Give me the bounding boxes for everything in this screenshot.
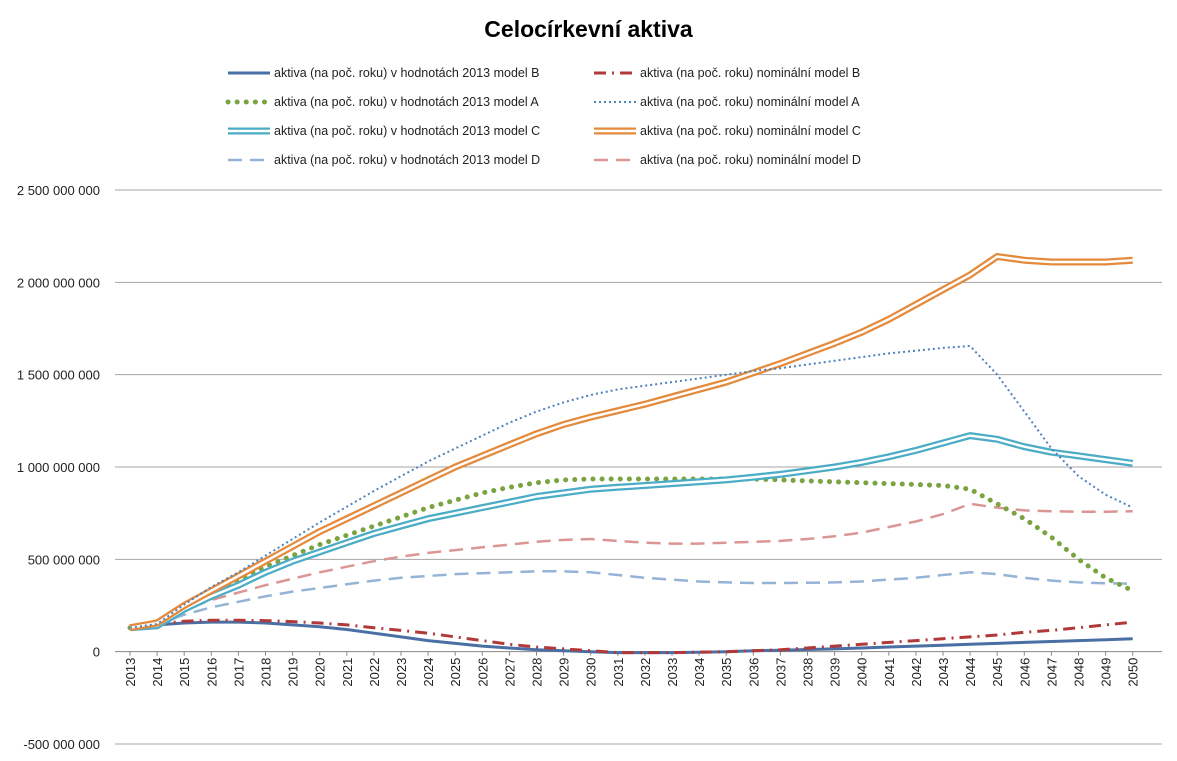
x-tick-label: 2022: [367, 658, 382, 687]
x-tick-label: 2034: [692, 658, 707, 687]
series-line-4: [129, 345, 1134, 629]
x-tick-label: 2017: [231, 658, 246, 687]
x-tick-label: 2018: [259, 658, 274, 687]
x-tick-label: 2023: [394, 658, 409, 687]
x-tick-label: 2045: [990, 658, 1005, 687]
x-tick-label: 2031: [611, 658, 626, 687]
legend-swatch: [228, 71, 270, 75]
x-tick-label: 2035: [719, 658, 734, 687]
x-tick-label: 2029: [557, 658, 572, 687]
x-tick-label: 2026: [475, 658, 490, 687]
legend-swatch: [228, 127, 270, 135]
x-tick-label: 2043: [936, 658, 951, 687]
x-tick-label: 2014: [150, 658, 165, 687]
y-tick-label: 500 000 000: [28, 552, 100, 567]
y-tick-label: 1 000 000 000: [17, 460, 100, 475]
legend-swatch: [594, 101, 636, 103]
y-tick-label: -500 000 000: [23, 737, 100, 752]
legend-label: aktiva (na poč. roku) nominální model A: [640, 95, 860, 109]
chart-title: Celocírkevní aktiva: [484, 16, 693, 42]
x-tick-label: 2036: [746, 658, 761, 687]
legend-swatch: [228, 158, 270, 162]
series-line-5-inner: [129, 434, 1133, 629]
series-line-8: [129, 502, 1133, 629]
legend-label: aktiva (na poč. roku) nominální model C: [640, 124, 861, 138]
x-tick-label: 2038: [801, 658, 816, 687]
x-tick-label: 2024: [421, 658, 436, 687]
series-line-3: [127, 476, 1136, 631]
x-tick-label: 2044: [963, 658, 978, 687]
y-tick-label: 2 500 000 000: [17, 183, 100, 198]
x-tick-label: 2032: [638, 658, 653, 687]
x-tick-label: 2021: [340, 658, 355, 687]
x-tick-label: 2030: [584, 658, 599, 687]
legend-label: aktiva (na poč. roku) nominální model B: [640, 66, 861, 80]
x-tick-label: 2020: [313, 658, 328, 687]
x-tick-label: 2013: [123, 658, 138, 687]
legend-swatch: [594, 71, 636, 75]
x-tick-label: 2037: [773, 658, 788, 687]
x-tick-label: 2039: [828, 658, 843, 687]
x-tick-label: 2016: [204, 658, 219, 687]
x-tick-label: 2028: [530, 658, 545, 687]
series-line-6-inner: [129, 255, 1133, 629]
series-line-2: [129, 618, 1133, 655]
x-tick-label: 2042: [909, 658, 924, 687]
series-line-5: [129, 432, 1134, 632]
legend-swatch: [594, 127, 636, 135]
x-tick-label: 2050: [1126, 658, 1141, 687]
x-tick-label: 2048: [1072, 658, 1087, 687]
x-tick-label: 2049: [1099, 658, 1114, 687]
legend-label: aktiva (na poč. roku) nominální model D: [640, 153, 861, 167]
y-tick-label: 2 000 000 000: [17, 275, 100, 290]
x-tick-label: 2015: [177, 658, 192, 687]
x-tick-label: 2046: [1017, 658, 1032, 687]
legend-swatch: [594, 158, 636, 162]
x-tick-label: 2019: [286, 658, 301, 687]
series-line-1: [129, 620, 1133, 655]
legend-label: aktiva (na poč. roku) v hodnotách 2013 m…: [274, 124, 541, 138]
x-tick-label: 2025: [448, 658, 463, 687]
series-line-7: [129, 570, 1133, 629]
x-tick-label: 2033: [665, 658, 680, 687]
y-tick-label: 1 500 000 000: [17, 368, 100, 383]
legend-swatch: [225, 99, 272, 105]
legend-label: aktiva (na poč. roku) v hodnotách 2013 m…: [274, 66, 540, 80]
x-tick-label: 2041: [882, 658, 897, 687]
legend-label: aktiva (na poč. roku) v hodnotách 2013 m…: [274, 153, 541, 167]
x-tick-label: 2040: [855, 658, 870, 687]
legend-label: aktiva (na poč. roku) v hodnotách 2013 m…: [274, 95, 539, 109]
x-tick-label: 2027: [502, 658, 517, 687]
x-tick-label: 2047: [1044, 658, 1059, 687]
y-tick-label: 0: [93, 645, 100, 660]
